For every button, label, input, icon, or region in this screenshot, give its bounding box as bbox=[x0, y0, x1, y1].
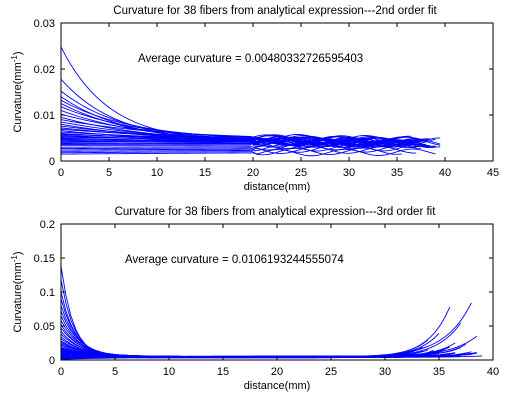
panel-bottom-xtick-label: 35 bbox=[433, 366, 445, 378]
panel-bottom-title: Curvature for 38 fibers from analytical … bbox=[115, 206, 437, 218]
panel-top-xtick-label: 0 bbox=[58, 167, 64, 179]
panel-top-ytick-label: 0.01 bbox=[34, 110, 55, 122]
panel-top-title: Curvature for 38 fibers from analytical … bbox=[113, 5, 437, 17]
panel-bottom-ylabel-main: Curvature(mm bbox=[12, 262, 24, 332]
panel-bottom: Curvature for 38 fibers from analytical … bbox=[10, 206, 499, 392]
panel-top-xtick-label: 45 bbox=[487, 167, 499, 179]
panel-top-fiber-33 bbox=[60, 142, 388, 151]
panel-top-xtick-label: 20 bbox=[247, 167, 259, 179]
panel-top-xtick-label: 5 bbox=[106, 167, 112, 179]
panel-top-ytick-label: 0.03 bbox=[34, 18, 55, 30]
panel-bottom-xlabel: distance(mm) bbox=[244, 380, 311, 392]
panel-top-fiber-30 bbox=[60, 139, 407, 147]
panel-bottom-ytick-label: 0.15 bbox=[34, 253, 55, 265]
panel-bottom-ticks: 0 5 10 15 20 25 30 35 40 0 0.05 0.1 0.15 0.2 bbox=[34, 219, 500, 378]
panel-top-fiber-28 bbox=[61, 138, 398, 146]
panel-bottom-xtick-label: 0 bbox=[58, 366, 64, 378]
panel-bottom-xtick-label: 40 bbox=[487, 366, 499, 378]
panel-top-fiber-35 bbox=[60, 145, 407, 153]
panel-bottom-ytick-label: 0.2 bbox=[40, 219, 55, 231]
panel-top-fiber-31 bbox=[60, 140, 441, 148]
panel-top-ylabel-main: Curvature(mm bbox=[12, 62, 24, 132]
panel-bottom-xtick-label: 30 bbox=[379, 366, 391, 378]
panel-top-annotation: Average curvature = 0.00480332726595403 bbox=[138, 53, 363, 65]
panel-bottom-ytick-label: 0.1 bbox=[40, 287, 55, 299]
panel-top-ytick-label: 0 bbox=[49, 156, 55, 168]
panel-bottom-ytick-label: 0.05 bbox=[34, 321, 55, 333]
panel-bottom-xtick-label: 25 bbox=[325, 366, 337, 378]
panel-bottom-xtick-label: 15 bbox=[217, 366, 229, 378]
panel-top-ylabel-close: ) bbox=[12, 51, 24, 55]
panel-top-xlabel: distance(mm) bbox=[244, 181, 311, 193]
panel-top-ytick-label: 0.02 bbox=[34, 64, 55, 76]
panel-bottom-ylabel: Curvature(mm-1) bbox=[10, 251, 24, 332]
panel-bottom-fiber-38 bbox=[60, 354, 472, 360]
panel-bottom-xtick-label: 5 bbox=[112, 366, 118, 378]
panel-top-fiber-37 bbox=[60, 147, 402, 156]
panel-top-xtick-label: 35 bbox=[391, 167, 403, 179]
panel-top-xtick-label: 40 bbox=[439, 167, 451, 179]
panel-top-xtick-label: 10 bbox=[151, 167, 163, 179]
panel-top-xtick-label: 15 bbox=[199, 167, 211, 179]
panel-top-fiber-32 bbox=[61, 141, 422, 149]
panel-bottom-annotation: Average curvature = 0.0106193244555074 bbox=[125, 254, 344, 266]
panel-bottom-ytick-label: 0 bbox=[49, 355, 55, 367]
panel-top-fibers bbox=[60, 46, 441, 157]
panel-top-ticks: 0 5 10 15 20 25 30 35 40 45 0 0.01 0.02 0.03 bbox=[34, 18, 500, 179]
panel-top-axes-box bbox=[60, 22, 494, 162]
panel-top-ylabel-sup: -1 bbox=[10, 55, 19, 63]
panel-top-fiber-23 bbox=[60, 136, 402, 145]
panel-bottom-xtick-label: 10 bbox=[163, 366, 175, 378]
panel-bottom-ylabel-sup: -1 bbox=[10, 255, 19, 263]
panel-top-xtick-label: 25 bbox=[295, 167, 307, 179]
panel-bottom-fiber-37 bbox=[60, 355, 461, 360]
panel-bottom-xtick-label: 20 bbox=[271, 366, 283, 378]
panel-top-fiber-36 bbox=[60, 146, 417, 154]
panel-bottom-ylabel-close: ) bbox=[12, 251, 24, 255]
panel-top-ylabel: Curvature(mm-1) bbox=[10, 51, 24, 132]
panel-top: Curvature for 38 fibers from analytical … bbox=[10, 5, 499, 193]
panel-top-xtick-label: 30 bbox=[343, 167, 355, 179]
panel-top-fiber-38 bbox=[60, 148, 436, 157]
